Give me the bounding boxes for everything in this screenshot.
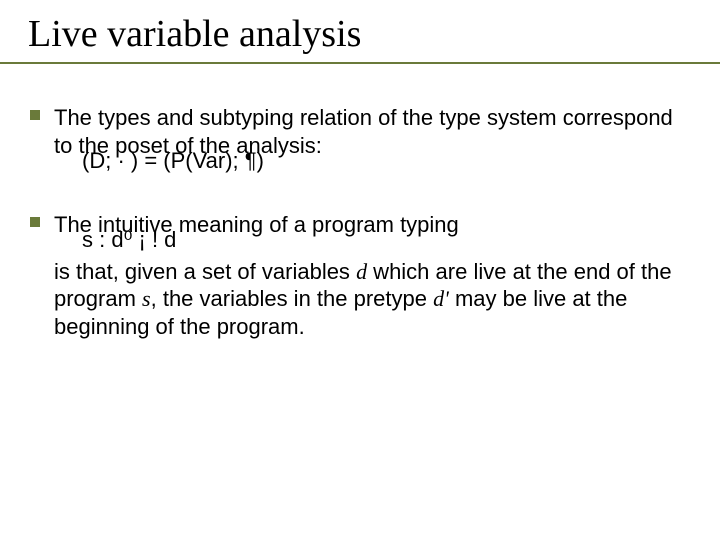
bullet-list: The types and subtyping relation of the … bbox=[28, 104, 692, 340]
var-d: d bbox=[356, 259, 367, 284]
bullet-marker-icon bbox=[30, 217, 40, 227]
var-d-prime: d' bbox=[433, 286, 449, 311]
var-s: s bbox=[142, 286, 151, 311]
bullet-item: The types and subtyping relation of the … bbox=[54, 104, 692, 175]
slide: Live variable analysis The types and sub… bbox=[0, 0, 720, 540]
follow-text: , the variables in the pretype bbox=[151, 286, 434, 311]
title-underline bbox=[0, 62, 720, 64]
bullet-follow: is that, given a set of variables d whic… bbox=[54, 258, 692, 341]
follow-text: is that, given a set of variables bbox=[54, 259, 356, 284]
bullet-item: The intuitive meaning of a program typin… bbox=[54, 211, 692, 341]
bullet-sub: (D; · ) = (P(Var); ¶) bbox=[82, 147, 692, 175]
bullet-marker-icon bbox=[30, 110, 40, 120]
slide-title: Live variable analysis bbox=[28, 12, 692, 56]
